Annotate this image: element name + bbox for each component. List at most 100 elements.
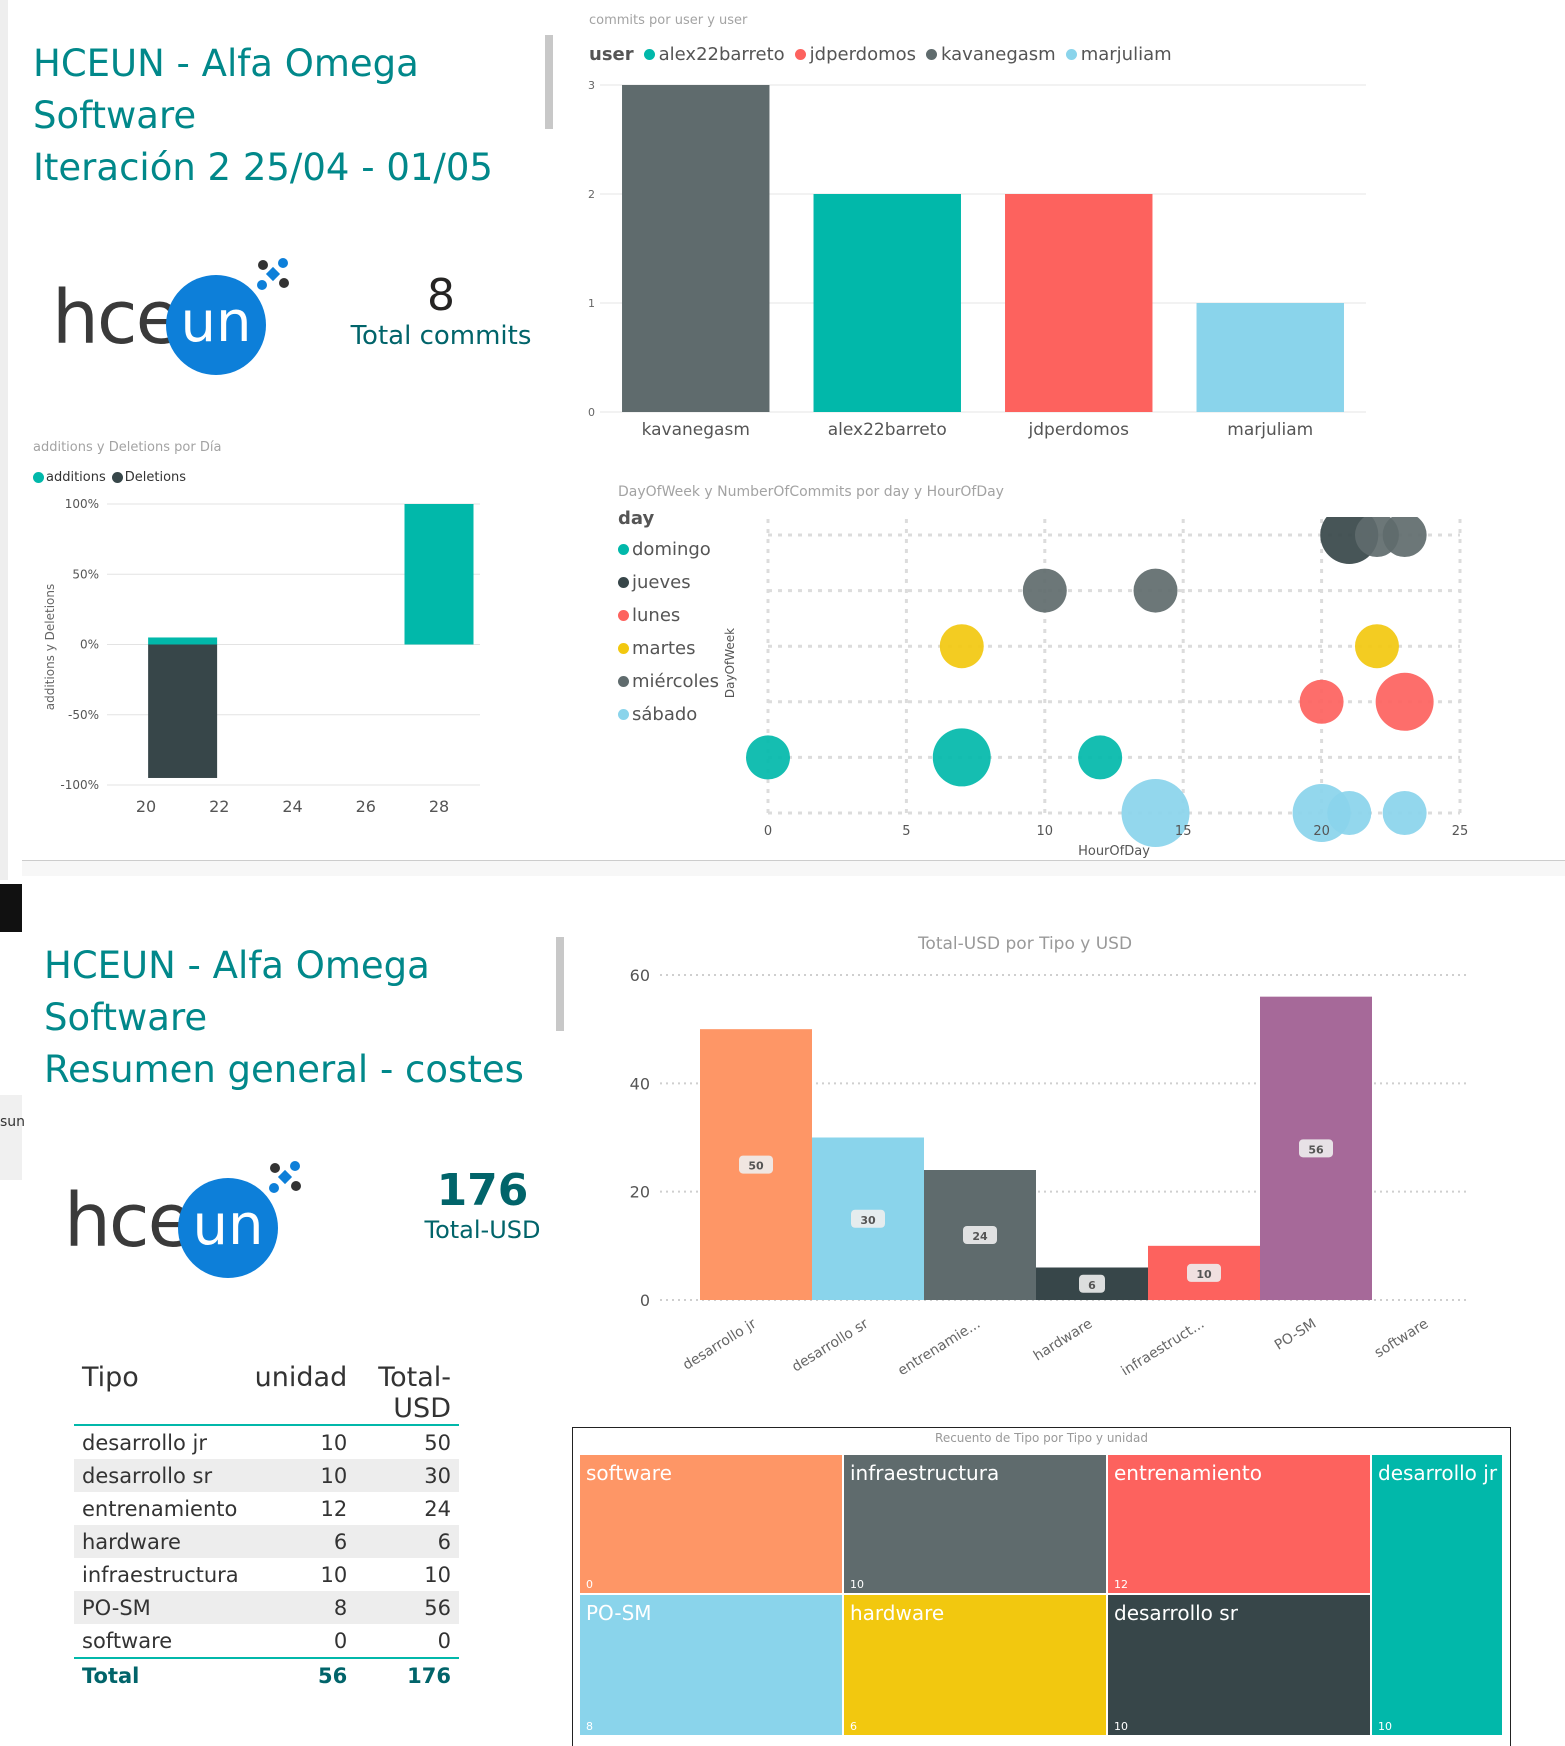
legend-label: jueves [632, 572, 691, 593]
table-cell: infraestructura [82, 1562, 239, 1587]
x-tick-label: software [1372, 1316, 1431, 1361]
treemap-cell-label: hardware [850, 1601, 945, 1625]
y-tick-label: 0 [640, 1291, 650, 1310]
bar [622, 85, 770, 412]
report1-title-line1: HCEUN - Alfa Omega Software [33, 42, 419, 137]
x-tick-label: 10 [1037, 824, 1054, 839]
data-label-bg [851, 1209, 885, 1228]
adds-legend-item[interactable]: Deletions [111, 470, 187, 485]
table-cell: PO-SM [82, 1595, 151, 1620]
legend-label: kavanegasm [941, 44, 1056, 65]
legend-label: martes [632, 638, 696, 659]
y-tick-label: 50% [72, 567, 99, 581]
data-label-bg [963, 1226, 997, 1244]
logo-circle-text: un [180, 289, 252, 355]
scatter-point [1133, 568, 1178, 613]
legend-label: Deletions [124, 470, 187, 485]
report1-title: HCEUN - Alfa Omega Software Iteración 2 … [33, 38, 553, 194]
scatter-legend-title: day [618, 508, 655, 529]
x-tick-label: 15 [1175, 824, 1192, 839]
table-row[interactable]: desarrollo sr 10 30 [74, 1459, 459, 1492]
x-tick-label: infraestruct... [1119, 1316, 1208, 1375]
treemap-cell-label: PO-SM [586, 1601, 652, 1625]
table-cell: 10 [320, 1463, 348, 1488]
table-row[interactable]: infraestructura 10 10 [74, 1558, 459, 1591]
bar-additions [148, 637, 218, 645]
treemap-cell[interactable]: entrenamiento 12 [1107, 1454, 1371, 1594]
usd-chart-title: Total-USD por Tipo y USD [917, 934, 1133, 954]
treemap-cell[interactable]: desarrollo jr 10 [1371, 1454, 1503, 1736]
y-tick-label: 0% [80, 638, 99, 652]
table-header-cell[interactable]: Total-USD [378, 1362, 451, 1424]
table-row[interactable]: desarrollo jr 10 50 [74, 1425, 459, 1459]
table-cell: 8 [333, 1595, 348, 1620]
treemap-cell[interactable]: infraestructura 10 [843, 1454, 1107, 1594]
x-tick-label: 5 [902, 824, 910, 839]
logo-cross-icon [257, 258, 289, 290]
table-total-row: Total 56 176 [74, 1658, 459, 1692]
scatter-legend-item[interactable]: miércoles [618, 665, 719, 698]
legend-dot [794, 49, 806, 60]
legend-label: miércoles [632, 671, 719, 692]
treemap-cell-value: 6 [850, 1720, 857, 1733]
treemap-cell-label: desarrollo sr [1114, 1601, 1238, 1625]
legend-dot [618, 676, 629, 687]
table-header-cell[interactable]: unidad [254, 1362, 348, 1393]
treemap-cell[interactable]: software 0 [579, 1454, 843, 1594]
adds-legend-item[interactable]: additions [33, 470, 106, 485]
legend-item[interactable]: marjuliam [1065, 44, 1172, 65]
report2-title-line1: HCEUN - Alfa Omega Software [44, 944, 430, 1039]
treemap-cell[interactable]: PO-SM 8 [579, 1594, 843, 1736]
scatter-legend-item[interactable]: jueves [618, 566, 719, 599]
report1-title-divider [545, 35, 553, 129]
bar [813, 194, 961, 412]
table-cell: entrenamiento [82, 1496, 238, 1521]
treemap-cell[interactable]: desarrollo sr 10 [1107, 1594, 1371, 1736]
legend-dot [618, 577, 629, 588]
treemap-cell[interactable]: hardware 6 [843, 1594, 1107, 1736]
treemap-cell-value: 0 [586, 1578, 593, 1591]
table-cell: 30 [424, 1463, 451, 1488]
kpi-total-usd: 176 Total-USD [380, 1165, 585, 1244]
table-row[interactable]: hardware 6 6 [74, 1525, 459, 1558]
commits-bar-chart: 3 2 1 0 kavanegasm alex22barreto jdperdomos mar… [588, 79, 1366, 440]
legend-item[interactable]: kavanegasm [926, 44, 1056, 65]
table-header-cell[interactable]: Tipo [82, 1362, 139, 1393]
edge-text: sun [0, 1114, 26, 1130]
x-tick-label: 24 [282, 797, 302, 816]
scatter-legend-item[interactable]: lunes [618, 599, 719, 632]
legend-dot [1065, 49, 1077, 60]
legend-label: lunes [632, 605, 681, 626]
x-tick-label: desarrollo jr [680, 1316, 759, 1374]
table-cell: 0 [437, 1628, 451, 1653]
scatter-legend-item[interactable]: domingo [618, 533, 719, 566]
scatter-point [1327, 791, 1372, 835]
kpi-label: Total commits [350, 321, 532, 351]
table-row[interactable]: software 0 0 [74, 1624, 459, 1658]
x-tick-label: PO-SM [1272, 1316, 1319, 1354]
black-edge-block [0, 884, 22, 932]
table-row[interactable]: entrenamiento 12 24 [74, 1492, 459, 1525]
bar [1005, 194, 1153, 412]
table-total-cell: 176 [407, 1663, 451, 1688]
scatter-legend-item[interactable]: sábado [618, 698, 719, 731]
report-separator [22, 860, 1565, 876]
scatter-legend-item[interactable]: martes [618, 632, 719, 665]
y-tick-label: 0 [588, 406, 595, 419]
scatter-point [1078, 735, 1123, 780]
data-label: 56 [1308, 1143, 1324, 1156]
table-cell: 50 [424, 1430, 451, 1455]
treemap-title: Recuento de Tipo por Tipo y unidad [935, 1431, 1148, 1445]
legend-label: marjuliam [1080, 44, 1172, 65]
legend-dot [618, 709, 629, 720]
data-label: 30 [860, 1214, 876, 1227]
treemap-cell-value: 12 [1114, 1578, 1128, 1591]
legend-dot [111, 472, 123, 483]
legend-item[interactable]: alex22barreto [643, 44, 785, 65]
x-tick-label: desarrollo sr [789, 1316, 871, 1375]
legend-item[interactable]: jdperdomos [794, 44, 916, 65]
data-label: 10 [1196, 1268, 1212, 1281]
x-tick-label: 20 [136, 797, 156, 816]
y-tick-label: 1 [588, 297, 595, 310]
table-row[interactable]: PO-SM 8 56 [74, 1591, 459, 1624]
